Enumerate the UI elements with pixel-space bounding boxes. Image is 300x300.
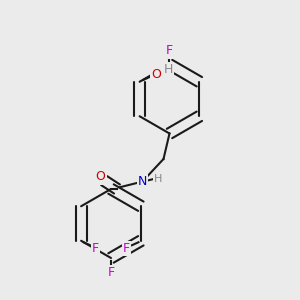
Text: H: H (154, 173, 162, 184)
Text: F: F (166, 44, 173, 58)
Text: N: N (138, 175, 147, 188)
Text: F: F (123, 242, 130, 255)
Text: O: O (96, 170, 105, 184)
Text: F: F (92, 242, 99, 255)
Text: F: F (107, 266, 115, 279)
Text: O: O (151, 68, 161, 81)
Text: H: H (164, 63, 173, 76)
